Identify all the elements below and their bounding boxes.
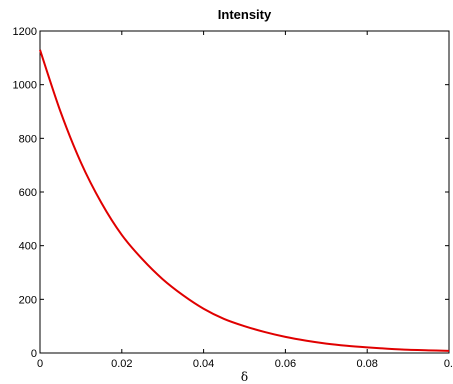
y-tick-label: 1200 <box>13 26 37 38</box>
chart-title: Intensity <box>218 7 272 22</box>
series-layer <box>39 49 450 352</box>
x-tick-label: 0.06 <box>275 358 296 370</box>
x-tick-label: 0.02 <box>111 358 132 370</box>
axis-ticks: 0 0.02 0.04 0.06 0.08 0. 0 200 400 600 800 1000 1200 <box>13 26 453 370</box>
x-tick-label: 0. <box>444 358 453 370</box>
series-line <box>39 49 450 352</box>
y-tick-label: 200 <box>19 294 37 306</box>
plot-frame <box>39 30 450 354</box>
y-tick-label: 0 <box>31 348 37 360</box>
x-tick-label: 0 <box>37 358 43 370</box>
y-tick-label: 1000 <box>13 80 37 92</box>
x-axis-label: δ <box>241 370 248 384</box>
x-tick-label: 0.08 <box>356 358 377 370</box>
y-tick-label: 800 <box>19 133 37 145</box>
x-tick-label: 0.04 <box>193 358 214 370</box>
y-tick-label: 400 <box>19 241 37 253</box>
y-tick-label: 600 <box>19 187 37 199</box>
